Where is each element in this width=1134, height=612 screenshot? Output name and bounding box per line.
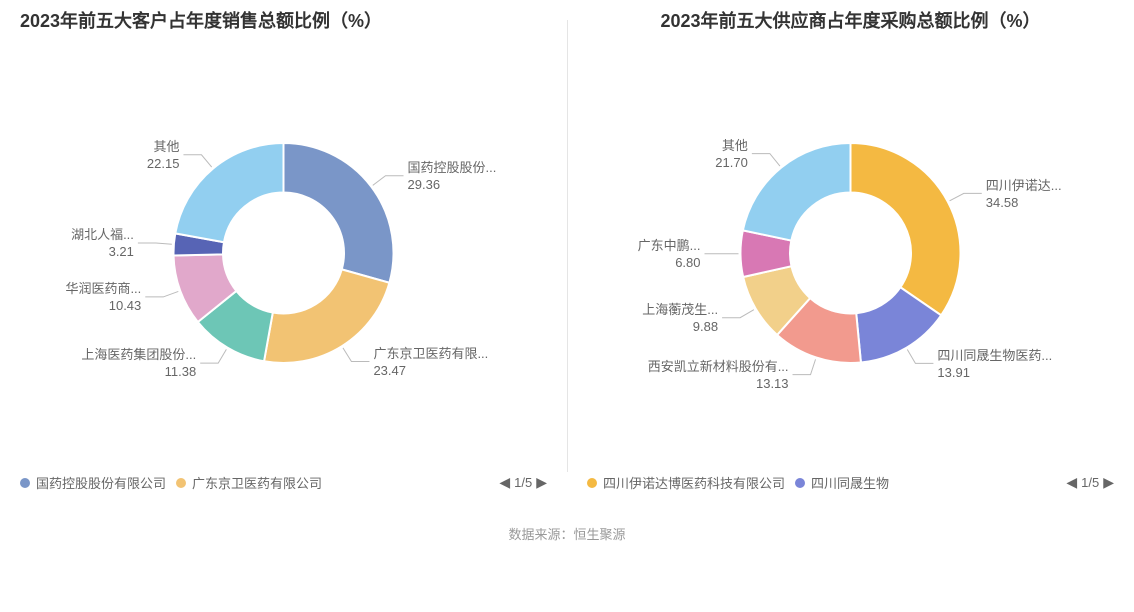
- right-legend-pager: ◀ 1/5 ▶: [1066, 474, 1114, 491]
- legend-item[interactable]: 国药控股股份有限公司: [20, 473, 166, 492]
- legend-label: 四川同晟生物: [811, 473, 889, 492]
- legend-item[interactable]: 广东京卫医药有限公司: [176, 473, 322, 492]
- donut-slice[interactable]: [284, 143, 394, 283]
- pager-prev-icon[interactable]: ◀: [1066, 474, 1077, 491]
- leader-line: [752, 154, 780, 166]
- leader-line: [343, 348, 369, 362]
- legend-label: 国药控股股份有限公司: [36, 473, 166, 492]
- legend-item[interactable]: 四川同晟生物: [795, 473, 889, 492]
- left-legend-pager: ◀ 1/5 ▶: [499, 474, 547, 491]
- donut-slice[interactable]: [851, 143, 961, 315]
- leader-line: [183, 155, 211, 167]
- right-chart: 四川伊诺达...34.58四川同晟生物医药...13.91西安凯立新材料股份有.…: [587, 63, 1114, 443]
- left-title: 2023年前五大客户占年度销售总额比例（%）: [20, 10, 547, 33]
- pager-text: 1/5: [514, 475, 532, 490]
- pager-next-icon[interactable]: ▶: [536, 474, 547, 491]
- leader-line: [200, 350, 226, 364]
- right-title: 2023年前五大供应商占年度采购总额比例（%）: [587, 10, 1114, 33]
- leader-line: [138, 243, 172, 244]
- leader-line: [373, 176, 404, 186]
- leader-line: [722, 310, 754, 318]
- pager-text: 1/5: [1081, 475, 1099, 490]
- left-panel: 2023年前五大客户占年度销售总额比例（%） 国药控股股份...29.36广东京…: [0, 0, 567, 512]
- right-panel: 2023年前五大供应商占年度采购总额比例（%） 四川伊诺达...34.58四川同…: [567, 0, 1134, 512]
- data-source: 数据来源：恒生聚源: [0, 512, 1134, 555]
- donut-slice[interactable]: [743, 143, 851, 241]
- legend-swatch: [176, 478, 186, 488]
- legend-label: 广东京卫医药有限公司: [192, 473, 322, 492]
- legend-swatch: [20, 478, 30, 488]
- leader-line: [793, 360, 816, 375]
- left-legend: 国药控股股份有限公司 广东京卫医药有限公司 ◀ 1/5 ▶: [20, 473, 547, 492]
- legend-swatch: [795, 478, 805, 488]
- donut-slice[interactable]: [264, 270, 389, 364]
- left-chart: 国药控股股份...29.36广东京卫医药有限...23.47上海医药集团股份..…: [20, 63, 547, 443]
- right-legend: 四川伊诺达博医药科技有限公司 四川同晟生物 ◀ 1/5 ▶: [587, 473, 1114, 492]
- charts-container: 2023年前五大客户占年度销售总额比例（%） 国药控股股份...29.36广东京…: [0, 0, 1134, 512]
- donut-slice[interactable]: [175, 143, 283, 242]
- pager-prev-icon[interactable]: ◀: [499, 474, 510, 491]
- legend-swatch: [587, 478, 597, 488]
- leader-line: [145, 292, 178, 297]
- legend-item[interactable]: 四川伊诺达博医药科技有限公司: [587, 473, 785, 492]
- pager-next-icon[interactable]: ▶: [1103, 474, 1114, 491]
- leader-line: [950, 194, 982, 201]
- leader-line: [907, 350, 933, 364]
- legend-label: 四川伊诺达博医药科技有限公司: [603, 473, 785, 492]
